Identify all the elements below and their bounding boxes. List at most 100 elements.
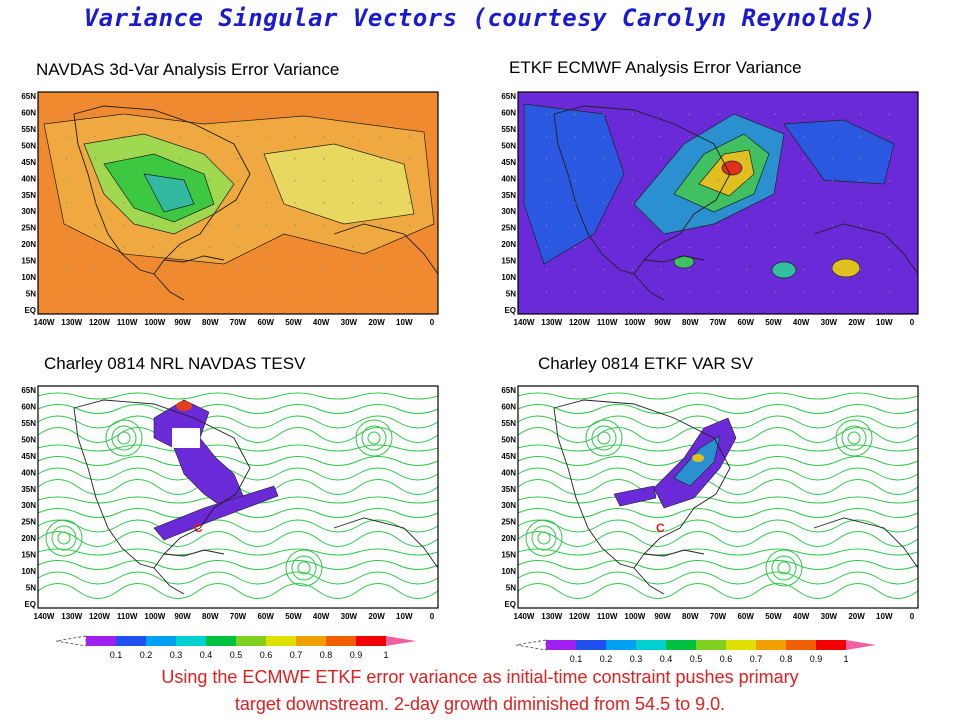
grid-dot [265,180,268,182]
y-tick-label: 5N [506,290,516,299]
x-tick-label: 120W [89,612,110,621]
grid-dot [774,135,776,138]
grid-dot [208,268,211,271]
coastline [73,399,251,569]
colorbar-swatch [176,636,206,646]
x-tick-label: 0 [910,318,915,327]
y-tick-label: 30N [21,501,36,510]
grid-dot [860,157,862,160]
grid-dot [94,291,96,293]
streamline-vortex [841,425,867,451]
grid-dot [660,157,662,160]
streamline-vortex [117,431,131,445]
grid-dot [94,113,96,115]
y-tick-label: 40N [21,174,36,183]
grid-dot [831,113,833,115]
streamline-vortex [591,425,617,451]
x-tick-label: 10W [876,612,893,621]
y-tick-label: 20N [21,534,36,543]
grid-dot [888,291,891,293]
colorbar-under-arrow [55,635,87,647]
grid-dot [631,224,633,226]
grid-dot [603,157,605,160]
colorbar-under-arrow [515,639,547,651]
x-tick-label: 40W [793,318,810,327]
grid-dot [151,246,153,249]
x-tick-label: 100W [624,318,645,327]
grid-dot [294,135,296,138]
x-tick-label: 140W [514,318,535,327]
streamline [517,479,919,495]
grid-dot [123,291,125,293]
grid-dot [380,202,382,204]
grid-dot [631,268,633,271]
x-tick-label: 50W [765,318,782,327]
x-tick-label: 30W [821,612,838,621]
streamline [37,456,439,466]
grid-dot [717,246,719,249]
grid-dot [123,180,125,182]
y-tick-label: 5N [506,584,516,593]
grid-dot [745,113,748,115]
grid-dot [151,157,153,160]
streamline-vortex [525,519,563,557]
x-tick-label: 100W [624,612,645,621]
grid-dot [94,202,96,204]
grid-dot [180,113,182,115]
x-tick-label: 90W [174,612,191,621]
streamline-vortex [847,431,861,445]
grid-dot [745,224,748,226]
colorbar-label: 0.5 [230,650,243,660]
x-tick-label: 70W [230,318,247,327]
grid-dot [745,157,748,160]
grid-dot [574,246,576,249]
colorbar-swatch [636,640,666,650]
grid-dot [831,224,833,226]
streamline-vortex [111,425,137,451]
streamline-vortex [765,549,803,587]
grid-dot [803,157,805,160]
colorbar-label: 1 [383,650,388,660]
colorbar-label: 0.4 [660,654,673,664]
grid-dot [545,224,548,226]
grid-dot [180,291,182,293]
y-tick-label: 25N [21,518,36,527]
variance-maximum [721,160,743,176]
streamline [517,508,919,518]
grid-dot [323,180,325,182]
y-tick-label: 50N [501,141,516,150]
y-tick-label: 50N [501,435,516,444]
x-tick-label: 30W [341,318,358,327]
grid-dot [745,135,748,138]
grid-dot [545,157,548,160]
colorbar-swatch [606,640,636,650]
grid-dot [180,180,182,182]
y-tick-label: 40N [501,468,516,477]
y-tick-label: 50N [21,141,36,150]
y-tick-label: EQ [504,600,516,609]
y-tick-label: 10N [21,567,36,576]
y-tick-label: 65N [21,386,36,395]
grid-dot [660,268,662,271]
x-tick-label: 120W [89,318,110,327]
variance-contour [771,261,797,279]
grid-dot [65,157,68,160]
grid-dot [123,246,125,249]
grid-dot [545,180,548,182]
grid-dot [803,268,805,271]
grid-dot [94,135,96,138]
streamline [517,467,919,481]
y-tick-label: 60N [501,402,516,411]
coastline [553,105,731,275]
streamline [37,444,439,452]
grid-dot [123,202,125,204]
streamline-vortex [297,561,311,575]
grid-dot [688,135,691,138]
streamline [517,531,919,547]
grid-dot [237,291,239,293]
colorbar-swatch [726,640,756,650]
y-tick-label: 55N [21,125,36,134]
grid-dot [603,268,605,271]
x-tick-label: 20W [368,318,385,327]
